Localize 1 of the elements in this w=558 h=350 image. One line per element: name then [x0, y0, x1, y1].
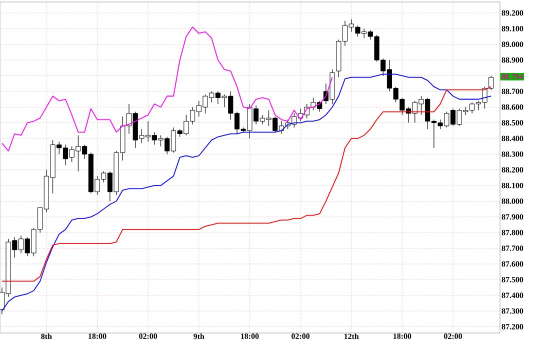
candlestick [488, 75, 494, 90]
